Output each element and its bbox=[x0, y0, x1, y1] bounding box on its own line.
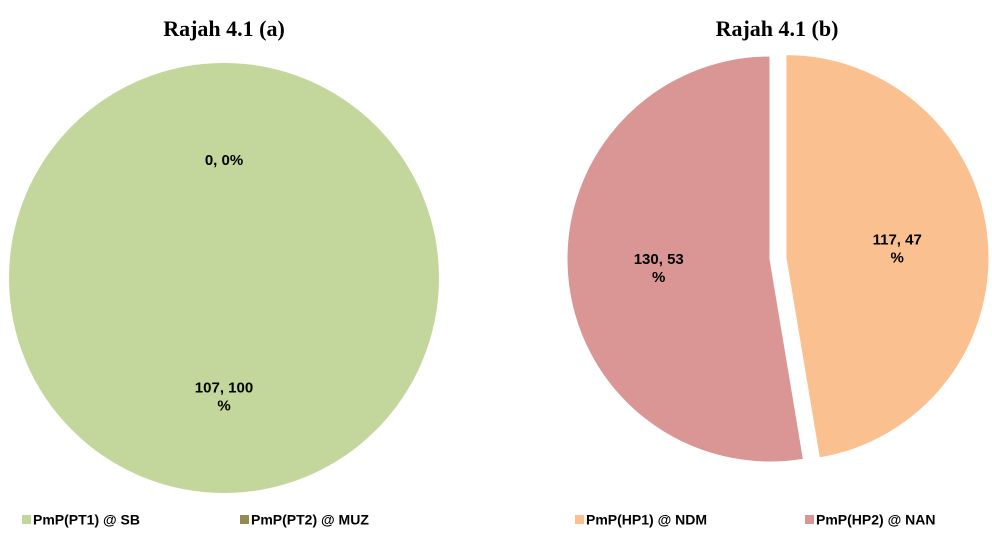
chart-title: Rajah 4.1 (a) bbox=[163, 16, 285, 41]
legend-swatch bbox=[22, 515, 31, 524]
data-label: 0, 0% bbox=[205, 152, 243, 169]
legend-swatch bbox=[575, 515, 584, 524]
legend-swatch bbox=[240, 515, 249, 524]
pie-slice bbox=[566, 55, 804, 463]
chart-title: Rajah 4.1 (b) bbox=[716, 16, 839, 41]
data-label: 130, 53% bbox=[634, 251, 684, 286]
legend-label: PmP(PT1) @ SB bbox=[33, 512, 140, 528]
legend-swatch bbox=[805, 515, 814, 524]
pie-slice bbox=[9, 63, 439, 493]
legend-label: PmP(HP1) @ NDM bbox=[586, 512, 707, 528]
legend-label: PmP(HP2) @ NAN bbox=[816, 512, 935, 528]
data-label: 117, 47% bbox=[873, 231, 922, 266]
legend-label: PmP(PT2) @ MUZ bbox=[251, 512, 369, 528]
pie-slice bbox=[785, 54, 990, 459]
data-label: 107, 100% bbox=[195, 379, 253, 414]
